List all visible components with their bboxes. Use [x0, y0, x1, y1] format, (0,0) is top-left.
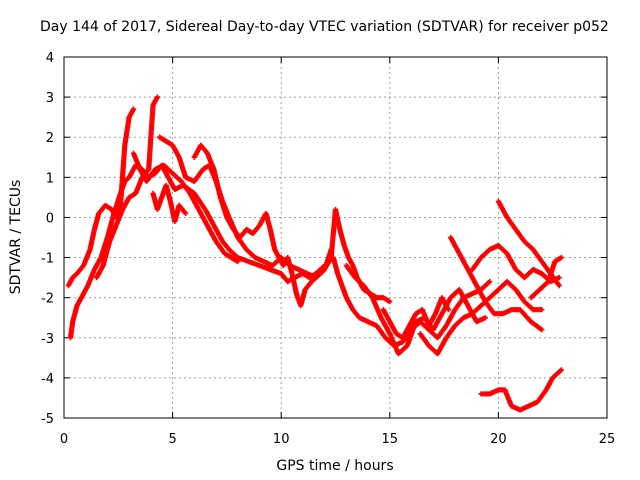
- x-tick-label: 20: [490, 432, 507, 447]
- series-track-12: [469, 242, 562, 285]
- data-point-marker: [539, 327, 545, 333]
- data-point-marker: [130, 106, 137, 112]
- series-track-15: [478, 367, 564, 413]
- x-tick-label: 10: [273, 432, 290, 447]
- series-track-14: [528, 254, 564, 301]
- y-tick-label: 1: [46, 171, 54, 186]
- data-point-marker: [556, 283, 562, 289]
- series-track-11: [448, 234, 545, 333]
- data-point-marker: [154, 94, 160, 100]
- x-tick-label: 5: [168, 432, 176, 447]
- data-point-marker: [445, 307, 452, 313]
- data-point-marker: [387, 299, 393, 305]
- data-point-marker: [558, 367, 564, 373]
- y-tick-label: -1: [41, 252, 54, 267]
- data-point-marker: [539, 307, 545, 313]
- chart-title: Day 144 of 2017, Sidereal Day-to-day VTE…: [40, 19, 609, 35]
- series-track-10: [417, 279, 545, 357]
- y-tick-label: -5: [41, 412, 54, 427]
- y-axis-label: SDTVAR / TECUs: [8, 180, 24, 295]
- x-axis-label: GPS time / hours: [276, 458, 393, 474]
- series-track-16: [380, 295, 452, 341]
- data-point-marker: [183, 210, 189, 217]
- series-track-13: [495, 198, 562, 289]
- data-points: [65, 94, 564, 413]
- series-track-9: [343, 262, 488, 357]
- axis-ticks: 0 5 10 15 20 25 -5 -4 -3 -2 -1 0 1 2 3 4: [41, 51, 615, 447]
- data-point-marker: [558, 254, 564, 261]
- y-tick-label: 3: [46, 91, 54, 106]
- y-tick-label: -3: [41, 332, 54, 347]
- y-tick-label: -4: [41, 372, 54, 387]
- series-track-6: [150, 182, 189, 225]
- x-tick-label: 25: [599, 432, 616, 447]
- series-track-2: [65, 106, 137, 289]
- y-tick-label: 4: [46, 51, 54, 66]
- data-point-marker: [482, 315, 488, 321]
- series-track-4: [130, 150, 241, 265]
- y-tick-label: 0: [46, 211, 54, 226]
- series-track-7: [191, 142, 393, 309]
- y-tick-label: 2: [46, 131, 54, 146]
- x-tick-label: 0: [60, 432, 68, 447]
- data-point-marker: [556, 275, 562, 281]
- x-tick-label: 15: [382, 432, 399, 447]
- plot-frame: [63, 56, 608, 419]
- data-point-marker: [235, 258, 241, 265]
- y-tick-label: -2: [41, 292, 54, 307]
- data-point-marker: [487, 279, 493, 285]
